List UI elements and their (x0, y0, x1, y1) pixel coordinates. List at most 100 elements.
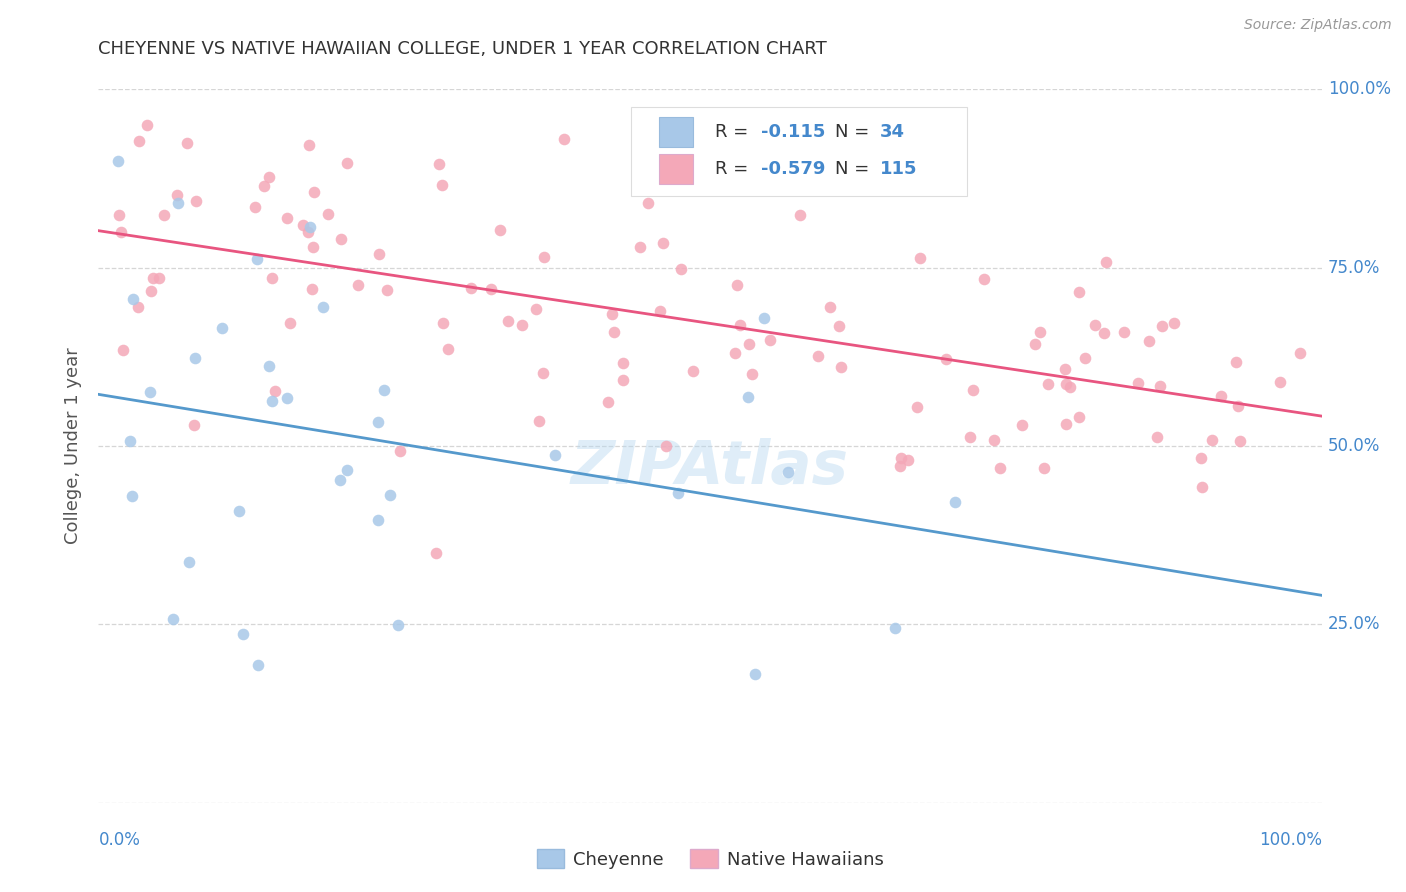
Point (367, 415, 389, 429)
Point (1225, 355, 1247, 369)
Point (263, 384, 285, 398)
Text: N =: N = (835, 161, 875, 178)
Point (429, 156, 451, 170)
Point (1067, 409, 1090, 424)
Point (738, 337, 761, 351)
Point (302, 240, 325, 254)
Point (260, 393, 283, 408)
Point (299, 219, 322, 234)
Point (260, 271, 283, 285)
Point (153, 207, 176, 221)
Point (527, 414, 550, 428)
Point (176, 136, 198, 150)
Point (184, 351, 207, 366)
Point (828, 319, 851, 334)
Point (724, 346, 747, 360)
Point (1268, 375, 1291, 389)
Point (301, 282, 323, 296)
Point (612, 373, 634, 387)
Point (329, 473, 352, 487)
Point (741, 368, 763, 382)
Text: -0.579: -0.579 (762, 161, 825, 178)
Text: 50.0%: 50.0% (1327, 437, 1381, 455)
Point (297, 225, 319, 239)
Point (962, 383, 984, 397)
FancyBboxPatch shape (658, 117, 693, 146)
Point (425, 546, 447, 560)
Point (1038, 377, 1060, 392)
Point (889, 458, 911, 473)
Point (108, 208, 131, 222)
Legend: Cheyenne, Native Hawaiians: Cheyenne, Native Hawaiians (530, 842, 890, 876)
Text: 115: 115 (880, 161, 918, 178)
Point (531, 366, 554, 380)
Text: N =: N = (835, 123, 875, 141)
Point (375, 283, 398, 297)
Point (232, 626, 254, 640)
Y-axis label: College, Under 1 year: College, Under 1 year (65, 348, 83, 544)
Point (378, 488, 401, 502)
Point (1163, 316, 1185, 330)
Point (512, 318, 534, 332)
Point (368, 246, 391, 260)
Text: 75.0%: 75.0% (1327, 259, 1381, 277)
Point (1054, 361, 1077, 376)
Point (543, 448, 565, 462)
Point (347, 278, 370, 293)
Point (246, 657, 269, 672)
Point (737, 390, 759, 404)
Point (167, 195, 190, 210)
Point (807, 349, 830, 363)
FancyBboxPatch shape (658, 154, 693, 185)
Point (1146, 430, 1168, 444)
Point (278, 316, 301, 330)
Point (437, 342, 460, 356)
Point (1137, 334, 1160, 348)
Point (728, 318, 751, 333)
Text: 34: 34 (880, 123, 905, 141)
Point (754, 311, 776, 326)
Point (122, 293, 145, 307)
Point (179, 555, 201, 569)
Point (1191, 480, 1213, 494)
Text: 100.0%: 100.0% (1258, 831, 1322, 849)
Point (1024, 337, 1046, 351)
Point (1289, 346, 1312, 360)
Point (1201, 433, 1223, 447)
Point (988, 461, 1011, 475)
Point (211, 321, 233, 335)
Point (650, 303, 672, 318)
Text: R =: R = (714, 161, 754, 178)
Point (651, 235, 673, 250)
Point (312, 301, 335, 315)
Point (890, 450, 912, 465)
Point (1054, 417, 1077, 431)
Text: Source: ZipAtlas.com: Source: ZipAtlas.com (1244, 18, 1392, 32)
Point (367, 513, 389, 527)
Point (1032, 460, 1054, 475)
Point (744, 667, 766, 681)
Point (1189, 451, 1212, 466)
Point (818, 301, 841, 315)
Point (302, 185, 325, 199)
Point (259, 170, 281, 185)
Point (908, 251, 931, 265)
Point (628, 240, 651, 254)
Point (897, 453, 920, 467)
Point (128, 134, 150, 148)
Point (748, 148, 770, 162)
Point (596, 395, 619, 409)
Point (121, 489, 143, 503)
Point (612, 356, 634, 370)
Point (228, 504, 250, 518)
Text: ZIPAtlas: ZIPAtlas (571, 438, 849, 497)
Point (959, 430, 981, 444)
Point (373, 383, 395, 397)
Point (1229, 434, 1251, 449)
Point (139, 384, 162, 399)
Point (1074, 351, 1097, 365)
Point (1092, 326, 1115, 340)
Point (186, 194, 208, 208)
Point (778, 465, 800, 479)
Point (387, 618, 409, 632)
